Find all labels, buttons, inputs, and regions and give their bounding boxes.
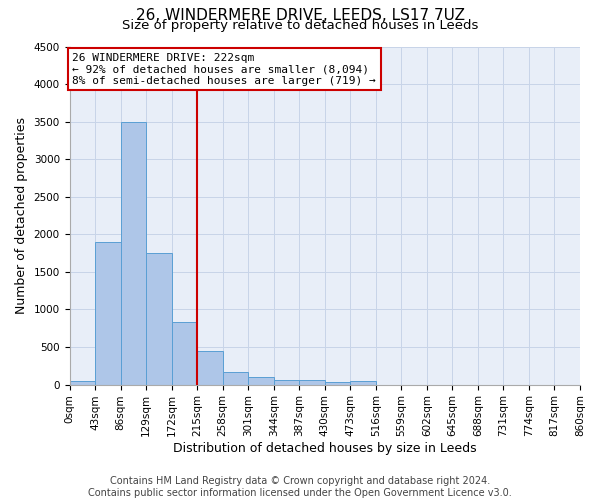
- Bar: [70, 381, 95, 384]
- Text: 26, WINDERMERE DRIVE, LEEDS, LS17 7UZ: 26, WINDERMERE DRIVE, LEEDS, LS17 7UZ: [136, 8, 464, 22]
- Bar: [248, 377, 274, 384]
- Bar: [350, 381, 376, 384]
- Text: Size of property relative to detached houses in Leeds: Size of property relative to detached ho…: [122, 18, 478, 32]
- Bar: [299, 380, 325, 384]
- Bar: [121, 122, 146, 384]
- Bar: [95, 242, 121, 384]
- Text: 26 WINDERMERE DRIVE: 222sqm
← 92% of detached houses are smaller (8,094)
8% of s: 26 WINDERMERE DRIVE: 222sqm ← 92% of det…: [73, 52, 376, 86]
- Bar: [172, 322, 197, 384]
- Bar: [197, 351, 223, 384]
- Text: Contains HM Land Registry data © Crown copyright and database right 2024.
Contai: Contains HM Land Registry data © Crown c…: [88, 476, 512, 498]
- Bar: [146, 253, 172, 384]
- Bar: [274, 380, 299, 384]
- X-axis label: Distribution of detached houses by size in Leeds: Distribution of detached houses by size …: [173, 442, 476, 455]
- Bar: [325, 382, 350, 384]
- Y-axis label: Number of detached properties: Number of detached properties: [15, 117, 28, 314]
- Bar: [223, 372, 248, 384]
